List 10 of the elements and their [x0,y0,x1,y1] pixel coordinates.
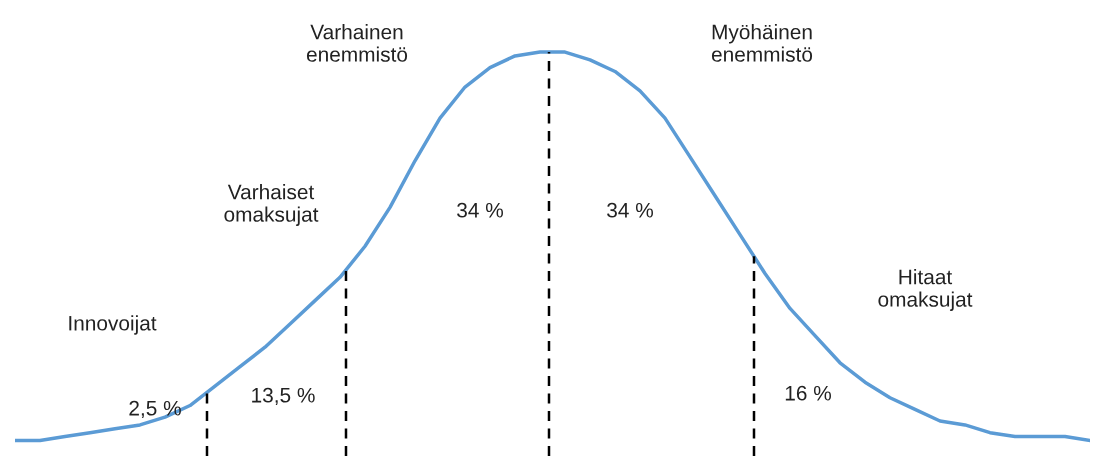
annotation: 13,5 % [252,387,315,406]
annotation: Varhainen enemmistö [306,24,408,62]
annotation: 2,5 % [129,400,181,419]
annotation: 34 % [457,202,503,218]
annotation: Innovoijat [69,315,157,335]
annotation: Varhaiset omaksujat [224,184,319,226]
annotation: 34 % [607,202,653,218]
annotation: Hitaat omaksujat [878,269,973,311]
annotation: Myöhäinen enemmistö [711,24,813,62]
annotation: 16 % [785,385,831,401]
